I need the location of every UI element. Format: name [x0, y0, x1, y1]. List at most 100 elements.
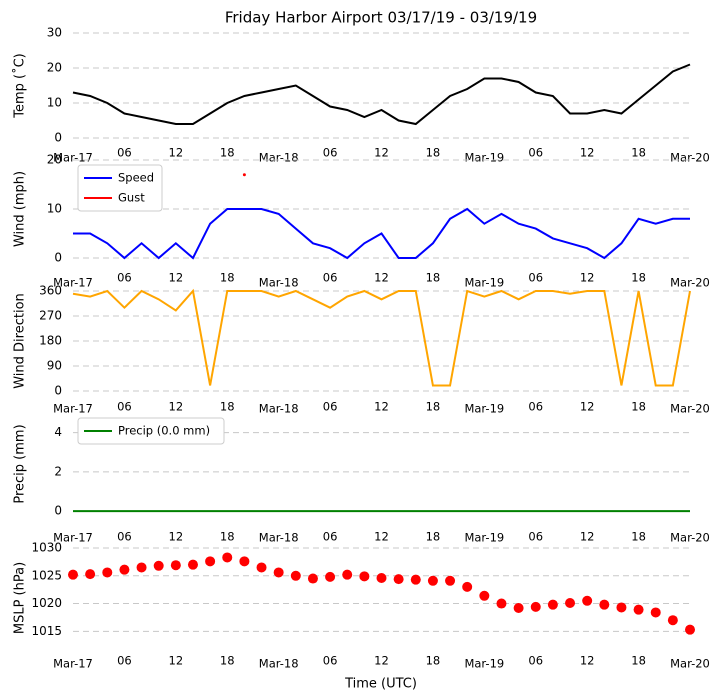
- x-tick-label: Mar-20: [670, 531, 710, 545]
- point: [650, 607, 661, 618]
- x-tick-label: 12: [169, 654, 184, 668]
- x-tick-label: Mar-19: [464, 276, 504, 290]
- x-tick-label: 12: [169, 530, 184, 544]
- point: [667, 615, 678, 626]
- x-tick-label: 18: [631, 146, 646, 160]
- point: [496, 598, 507, 609]
- point: [102, 567, 113, 578]
- y-tick-label: 0: [54, 504, 62, 518]
- x-tick-label: 18: [426, 530, 441, 544]
- point: [256, 562, 267, 573]
- point: [582, 595, 593, 606]
- x-tick-label: 06: [117, 654, 132, 668]
- x-tick-label: 06: [528, 271, 543, 285]
- x-tick-label: Mar-18: [259, 151, 299, 165]
- point: [153, 560, 164, 571]
- y-tick-label: 4: [54, 425, 62, 439]
- x-tick-label: 18: [631, 530, 646, 544]
- x-tick-label: 12: [374, 530, 389, 544]
- point: [170, 560, 181, 571]
- x-tick-label: Mar-17: [53, 151, 93, 165]
- point: [616, 602, 627, 613]
- x-tick-label: 18: [220, 271, 235, 285]
- x-tick-label: 18: [220, 146, 235, 160]
- x-tick-label: Mar-17: [53, 402, 93, 416]
- point: [633, 604, 644, 615]
- x-tick-label: 18: [426, 146, 441, 160]
- x-tick-label: 06: [323, 654, 338, 668]
- point: [462, 581, 473, 592]
- point: [547, 599, 558, 610]
- y-tick-label: 270: [39, 309, 62, 323]
- x-tick-label: 06: [528, 654, 543, 668]
- y-tick-label: 1015: [31, 624, 62, 638]
- x-tick-label: 18: [220, 654, 235, 668]
- x-tick-label: 12: [169, 146, 184, 160]
- x-tick-label: 06: [117, 271, 132, 285]
- x-tick-label: 18: [631, 271, 646, 285]
- x-tick-label: Mar-18: [259, 276, 299, 290]
- x-tick-label: Mar-17: [53, 531, 93, 545]
- point: [445, 575, 456, 586]
- x-tick-label: 18: [220, 400, 235, 414]
- y-tick-label: 1025: [31, 568, 62, 582]
- x-tick-label: 06: [117, 400, 132, 414]
- y-tick-label: 0: [54, 251, 62, 265]
- x-tick-label: 12: [374, 654, 389, 668]
- point: [393, 574, 404, 585]
- legend-label: Gust: [118, 191, 145, 205]
- y-axis-label: MSLP (hPa): [13, 562, 28, 634]
- point: [479, 590, 490, 601]
- x-tick-label: Mar-18: [259, 402, 299, 416]
- y-tick-label: 30: [47, 26, 62, 40]
- x-tick-label: 06: [323, 530, 338, 544]
- y-axis-label: Temp (˚C): [12, 53, 28, 119]
- y-tick-label: 10: [47, 202, 62, 216]
- line: [72, 63, 691, 126]
- x-tick-label: Mar-17: [53, 276, 93, 290]
- point: [68, 569, 78, 580]
- x-tick-label: 12: [580, 271, 595, 285]
- x-tick-label: 06: [528, 146, 543, 160]
- y-tick-label: 180: [39, 334, 62, 348]
- line: [73, 207, 690, 260]
- x-tick-label: 06: [117, 146, 132, 160]
- y-axis-label: Wind (mph): [13, 171, 28, 247]
- x-tick-label: 18: [426, 654, 441, 668]
- point: [242, 173, 246, 177]
- point: [222, 552, 233, 563]
- point: [427, 575, 438, 586]
- point: [85, 569, 96, 580]
- x-tick-label: 12: [374, 271, 389, 285]
- y-tick-label: 360: [39, 284, 62, 298]
- point: [273, 567, 284, 578]
- point: [410, 574, 421, 585]
- x-tick-label: Mar-20: [670, 657, 710, 671]
- y-tick-label: 1030: [31, 541, 62, 555]
- x-tick-label: 18: [426, 400, 441, 414]
- point: [599, 599, 610, 610]
- x-tick-label: Mar-19: [464, 402, 504, 416]
- x-tick-label: 12: [374, 146, 389, 160]
- x-tick-label: Mar-20: [670, 402, 710, 416]
- x-tick-label: 12: [580, 530, 595, 544]
- y-tick-label: 0: [54, 131, 62, 145]
- x-tick-label: 06: [323, 146, 338, 160]
- point: [342, 569, 353, 580]
- x-tick-label: 12: [169, 400, 184, 414]
- y-tick-label: 1020: [31, 596, 62, 610]
- chart-title: Friday Harbor Airport 03/17/19 - 03/19/1…: [225, 9, 537, 27]
- y-tick-label: 20: [47, 153, 62, 167]
- x-tick-label: 18: [631, 654, 646, 668]
- point: [187, 559, 198, 570]
- y-axis-label: Precip (mm): [13, 424, 28, 503]
- x-tick-label: 18: [631, 400, 646, 414]
- point: [290, 570, 301, 581]
- x-tick-label: Mar-20: [670, 151, 710, 165]
- legend-box: [77, 417, 225, 445]
- x-tick-label: Mar-19: [464, 657, 504, 671]
- x-tick-label: Mar-19: [464, 531, 504, 545]
- x-tick-label: Mar-18: [259, 531, 299, 545]
- x-tick-label: 12: [374, 400, 389, 414]
- x-tick-label: 12: [580, 654, 595, 668]
